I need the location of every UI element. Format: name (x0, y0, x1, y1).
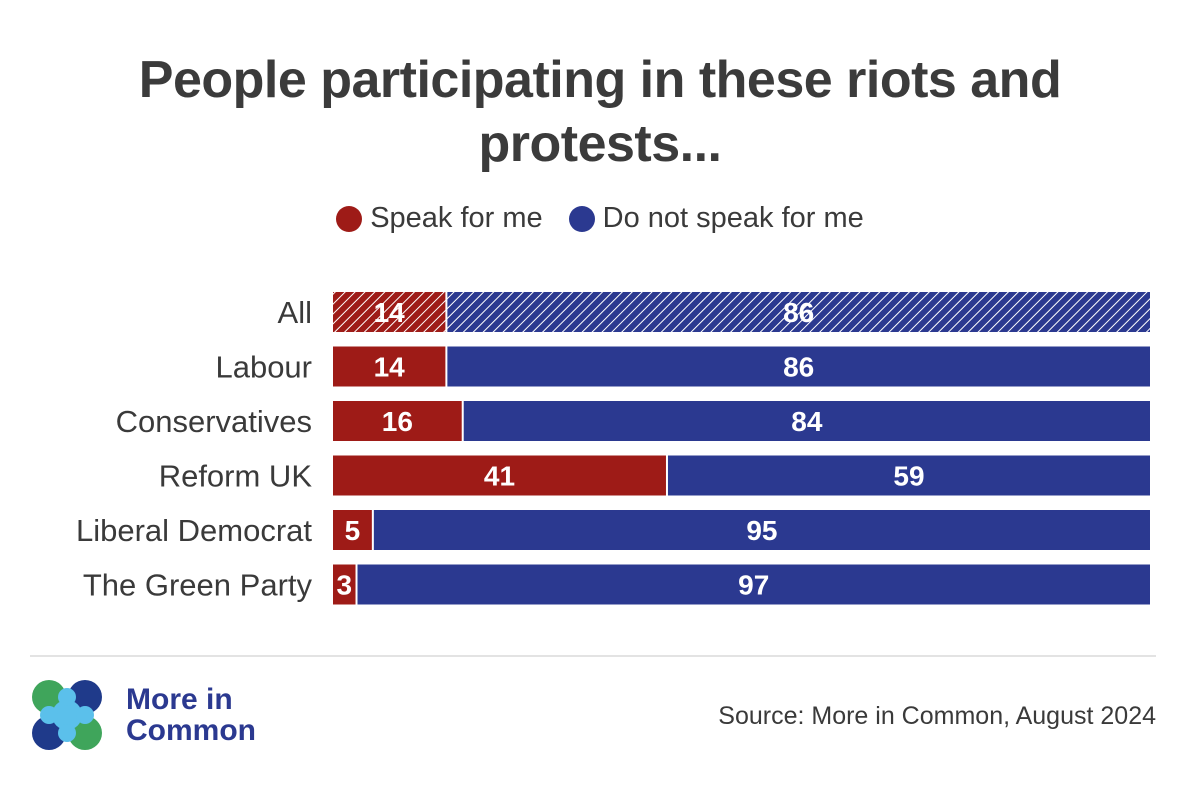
bar-segment (447, 346, 1150, 387)
bar-segment (333, 401, 462, 441)
bar-segment (333, 455, 666, 496)
chart-title: People participating in these riots and … (138, 51, 1062, 173)
category-label: Liberal Democrat (76, 513, 312, 548)
data-label: 3 (336, 570, 352, 601)
data-label: 5 (345, 515, 361, 546)
data-label: 59 (893, 461, 924, 492)
data-label: 14 (374, 352, 406, 383)
legend-item-speak-for-me: Speak for me (336, 202, 543, 235)
bar-segment (373, 510, 1151, 550)
legend-item-do-not-speak-for-me: Do not speak for me (568, 202, 864, 235)
bar-segment (447, 292, 1150, 332)
bar-segment (333, 564, 356, 605)
data-label: 84 (791, 406, 823, 437)
four-circles-logo-icon (32, 680, 102, 750)
source-note: Source: More in Common, August 2024 (718, 702, 1156, 730)
data-label: 16 (382, 406, 413, 437)
category-label: Reform UK (159, 459, 313, 494)
category-label: Labour (215, 350, 312, 385)
data-label: 86 (783, 352, 814, 383)
data-label: 41 (484, 461, 515, 492)
footer-divider (30, 655, 1156, 657)
category-label: Conservatives (116, 404, 312, 439)
legend-swatch-red (336, 205, 363, 232)
data-label: 14 (374, 297, 406, 328)
bar-segment (357, 564, 1150, 605)
chart-legend: Speak for me Do not speak for me (0, 202, 1200, 235)
data-label: 95 (746, 515, 777, 546)
bar-segment (463, 401, 1151, 441)
legend-swatch-blue (568, 205, 595, 232)
stacked-bar-chart: All 14 86 Labour 14 86 Conservatives 16 84 Reform… (76, 292, 1151, 605)
brand-name: More in Common (126, 684, 326, 746)
legend-label: Do not speak for me (602, 202, 864, 234)
bar-segment (333, 346, 446, 387)
bar-segment (333, 292, 446, 332)
data-label: 97 (738, 570, 769, 601)
legend-label: Speak for me (370, 202, 543, 234)
bar-segment (333, 510, 372, 550)
brand-line-2: Common (126, 714, 256, 747)
brand-line-1: More in (126, 683, 233, 716)
category-label: The Green Party (83, 568, 313, 603)
data-label: 86 (783, 297, 814, 328)
category-label: All (278, 295, 312, 330)
bar-segment (667, 455, 1150, 496)
